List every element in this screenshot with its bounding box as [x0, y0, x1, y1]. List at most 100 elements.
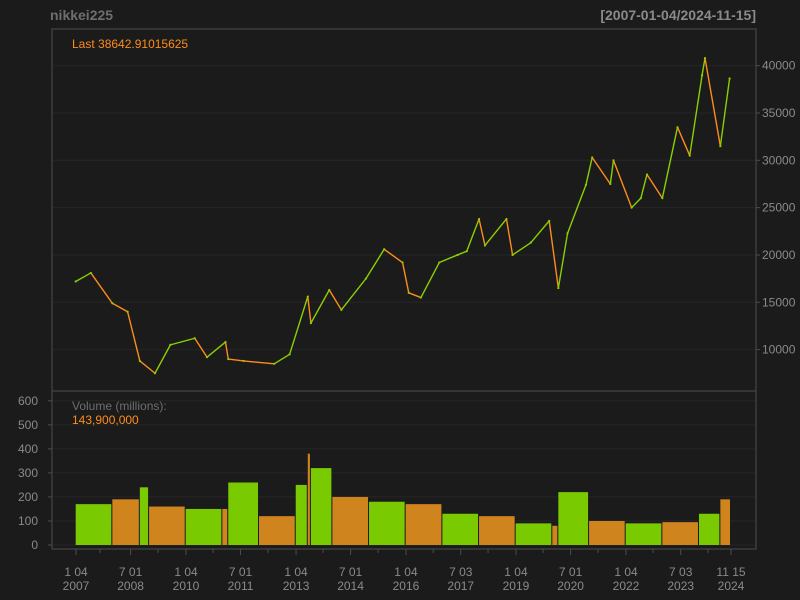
volume-bar — [75, 504, 112, 545]
volume-bar — [222, 508, 228, 545]
x-tick-label-bottom: 2008 — [117, 579, 144, 593]
volume-bar — [698, 513, 720, 545]
price-segment — [478, 218, 486, 247]
volume-bar — [442, 513, 479, 545]
price-segment — [139, 360, 156, 374]
price-segment — [505, 218, 514, 256]
volume-bar — [515, 523, 552, 545]
price-point — [138, 359, 141, 363]
x-tick-label-bottom: 2013 — [283, 579, 310, 593]
price-point — [364, 277, 368, 280]
price-segment — [484, 218, 508, 247]
volume-bar — [228, 482, 258, 545]
price-point — [242, 359, 245, 363]
price-segment — [585, 156, 593, 186]
price-gridlines — [53, 65, 755, 351]
price-point — [401, 261, 404, 264]
price-segment — [401, 261, 410, 294]
x-tick-label-top: 7 03 — [669, 565, 693, 579]
price-segment — [242, 360, 275, 365]
x-tick-label-top: 11 15 — [716, 565, 745, 579]
x-tick-label-top: 1 04 — [174, 565, 198, 579]
x-tick-label-top: 7 01 — [339, 565, 363, 579]
volume-y-axis: 0 100 200 300 400 500 600 — [18, 394, 52, 552]
price-segment — [224, 341, 229, 360]
price-segment — [701, 57, 706, 76]
price-point — [126, 310, 129, 313]
price-segment — [456, 250, 468, 256]
volume-y-tick-label: 100 — [18, 514, 38, 528]
price-y-axis: 10000 15000 20000 25000 30000 35000 40000 — [756, 59, 796, 357]
price-point — [328, 288, 331, 292]
x-tick-label-bottom: 2011 — [228, 579, 254, 593]
price-point — [273, 362, 276, 365]
x-tick-label-top: 1 04 — [614, 565, 638, 579]
price-point — [612, 159, 615, 162]
price-y-tick-label: 15000 — [762, 295, 796, 309]
price-point — [639, 197, 642, 200]
price-point — [529, 241, 532, 244]
x-tick-label-bottom: 2020 — [557, 579, 584, 593]
price-point — [728, 77, 731, 80]
volume-y-tick-label: 500 — [18, 418, 38, 432]
price-y-tick-label: 40000 — [762, 59, 796, 73]
price-point — [676, 126, 679, 129]
x-tick-label-top: 7 03 — [449, 565, 473, 579]
price-segment — [661, 126, 679, 199]
price-point — [566, 232, 569, 235]
price-segment — [307, 295, 312, 324]
price-segment — [511, 241, 532, 256]
volume-bar — [552, 525, 558, 545]
volume-value: 143,900,000 — [72, 413, 139, 427]
price-segment — [646, 173, 664, 199]
price-point — [700, 74, 704, 77]
x-tick-label-bottom: 2014 — [337, 579, 364, 593]
price-segment — [630, 197, 642, 209]
price-segment — [530, 220, 550, 244]
volume-bar — [307, 453, 310, 545]
volume-bar — [310, 468, 332, 545]
price-point — [419, 296, 423, 299]
price-point — [111, 302, 114, 305]
price-point — [89, 271, 92, 275]
price-segment — [126, 311, 141, 362]
price-point — [309, 322, 312, 325]
volume-bar — [558, 492, 589, 545]
price-point — [557, 286, 560, 290]
volume-bar — [258, 516, 295, 545]
price-point — [719, 145, 722, 148]
price-point — [511, 253, 514, 257]
price-point — [288, 353, 291, 356]
price-point — [383, 248, 386, 251]
price-point — [584, 183, 588, 187]
price-point — [630, 206, 633, 209]
price-segment — [612, 159, 633, 209]
price-point — [205, 356, 209, 359]
volume-bar — [479, 516, 515, 545]
price-segment — [704, 57, 722, 147]
price-point — [688, 154, 691, 157]
price-point — [661, 197, 664, 200]
x-tick-label-bottom: 2016 — [393, 579, 420, 593]
price-segment — [288, 295, 309, 356]
price-point — [74, 280, 77, 283]
price-y-tick-label: 25000 — [762, 201, 796, 215]
price-y-tick-label: 20000 — [762, 248, 796, 262]
price-point — [456, 253, 459, 257]
price-point — [609, 182, 612, 186]
x-tick-label-bottom: 2007 — [63, 579, 90, 593]
volume-y-tick-label: 300 — [18, 466, 38, 480]
x-tick-label-bottom: 2010 — [173, 579, 200, 593]
volume-y-tick-label: 600 — [18, 394, 38, 408]
price-segment — [90, 272, 114, 304]
volume-y-tick-label: 0 — [31, 538, 38, 552]
volume-y-tick-label: 400 — [18, 442, 38, 456]
x-tick-label-top: 1 04 — [504, 565, 528, 579]
x-tick-label-bottom: 2024 — [718, 579, 745, 593]
x-tick-label-top: 1 04 — [284, 565, 308, 579]
price-segment — [557, 232, 569, 289]
price-point — [483, 244, 487, 247]
price-point — [227, 357, 230, 361]
